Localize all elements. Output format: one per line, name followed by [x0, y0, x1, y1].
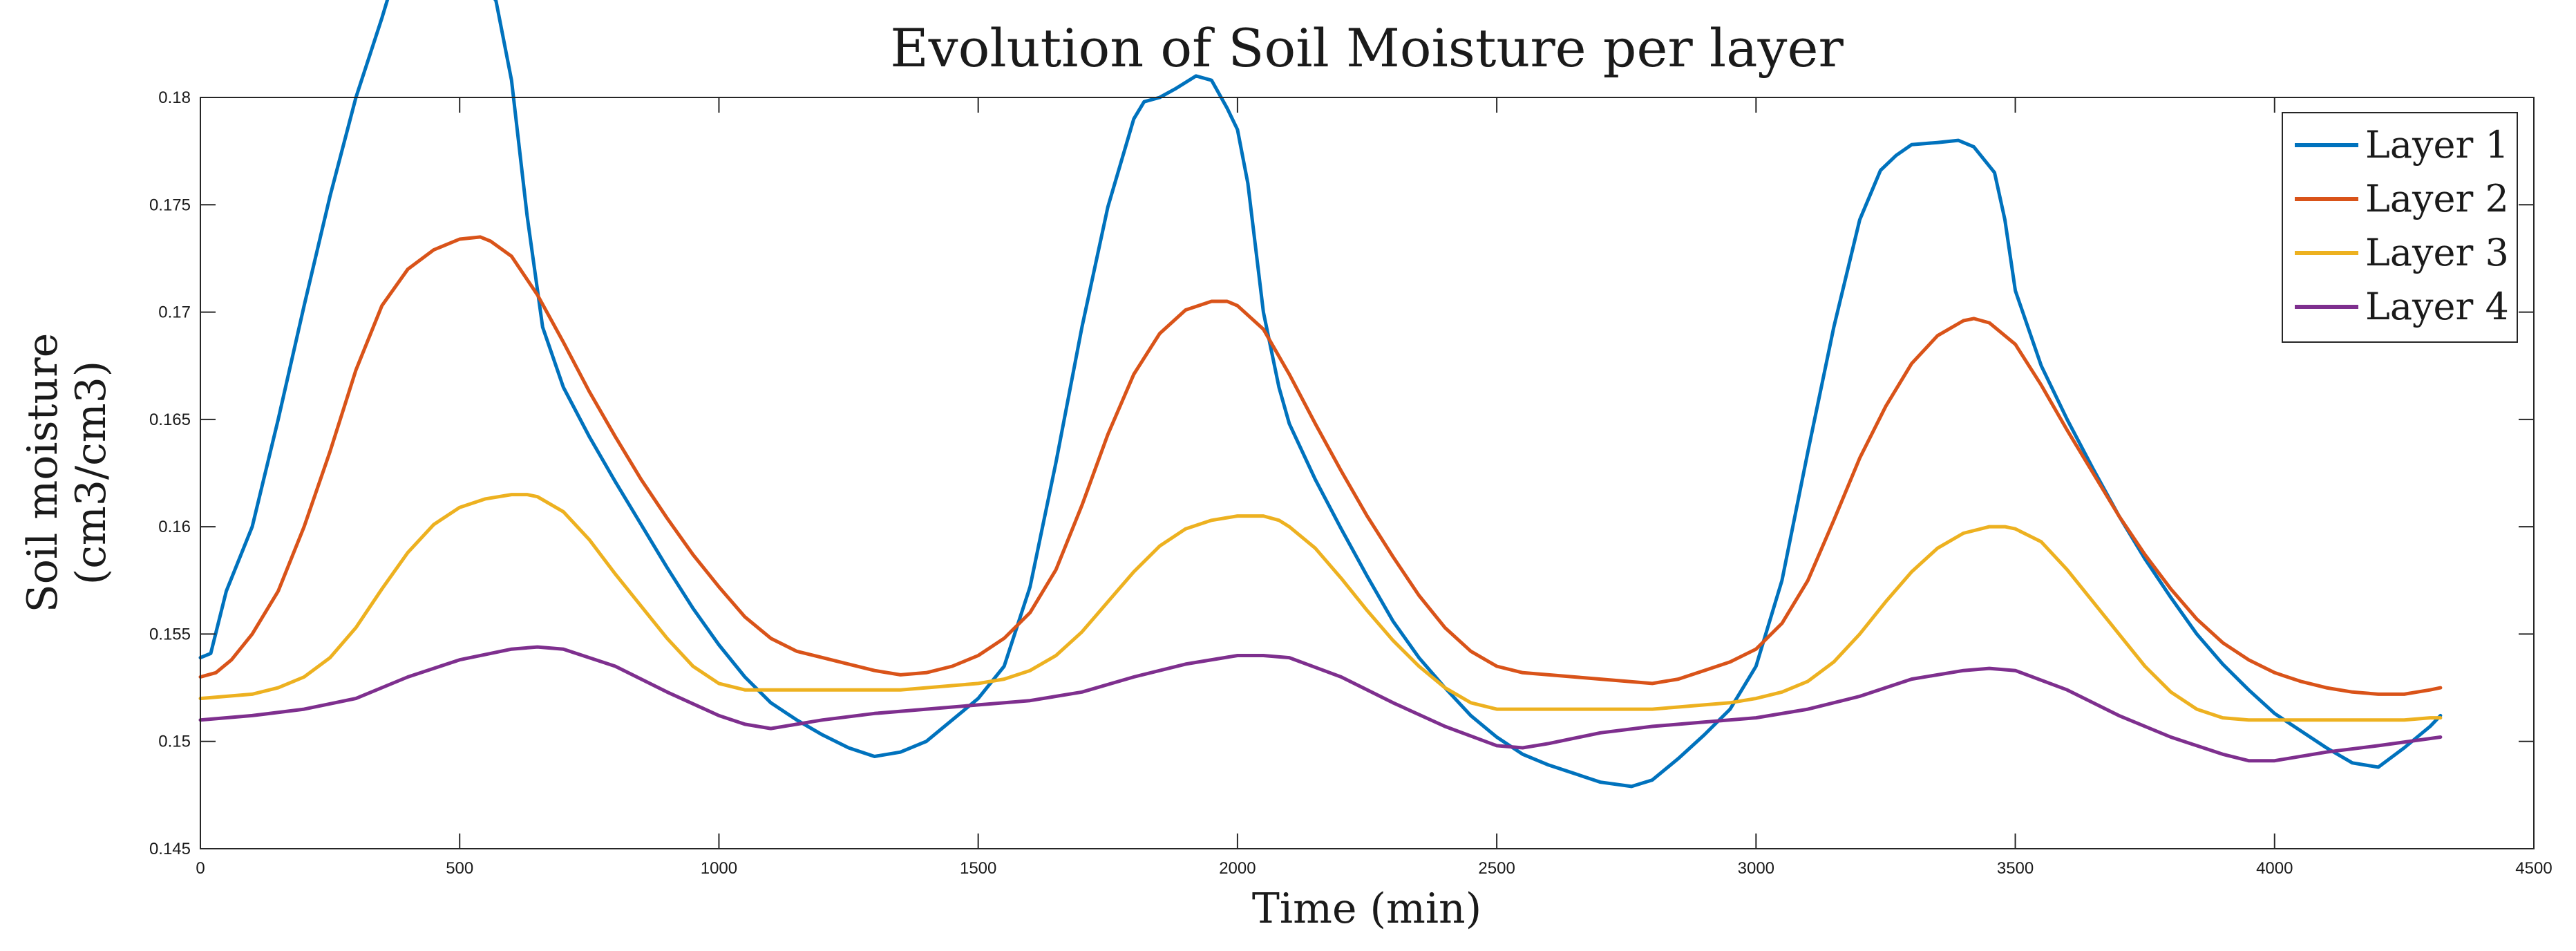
series-line-layer-3: [198, 493, 2443, 722]
plot-border: [200, 97, 2535, 849]
y-axis-label-line-1: Soil moisture: [19, 333, 67, 613]
plot-area: [200, 97, 2534, 849]
y-tick-label: 0.15: [158, 733, 191, 751]
x-tick-label: 500: [446, 859, 473, 878]
y-tick-label: 0.155: [149, 625, 191, 643]
x-tick-label: 3500: [1997, 859, 2034, 878]
legend: Layer 1 Layer 2 Layer 3 Layer 4: [2282, 112, 2518, 343]
legend-box: [2282, 112, 2518, 343]
y-tick-label: 0.17: [158, 303, 191, 322]
y-tick-label: 0.145: [149, 840, 191, 858]
y-tick-label: 0.16: [158, 518, 191, 536]
series-line-layer-1: [198, 0, 2443, 789]
axis-ticks: [200, 97, 2535, 849]
x-tick-label: 4000: [2256, 859, 2293, 878]
x-tick-label: 3000: [1738, 859, 1774, 878]
y-axis-label-line-2: (cm3/cm3): [67, 361, 115, 585]
x-tick-label: 4500: [2515, 859, 2552, 878]
series-line-layer-4: [198, 645, 2443, 763]
y-tick-label: 0.175: [149, 196, 191, 214]
y-tick-label: 0.165: [149, 411, 191, 429]
x-tick-label: 1000: [701, 859, 737, 878]
y-tick-labels: 0.145 0.15 0.155 0.16 0.165 0.17 0.175 0.18: [149, 88, 191, 858]
y-axis-label: Soil moisture (cm3/cm3): [19, 333, 115, 613]
x-tick-labels: 0 500 1000 1500 2000 2500 3000 3500 4000 4500: [196, 859, 2552, 878]
x-tick-label: 2500: [1478, 859, 1515, 878]
x-axis-label: Time (min): [1252, 885, 1481, 933]
x-tick-label: 0: [196, 859, 205, 878]
series-line-layer-2: [198, 235, 2443, 696]
series-lines: [198, 0, 2443, 789]
chart-title: Evolution of Soil Moisture per layer: [890, 17, 1844, 79]
x-tick-label: 1500: [960, 859, 996, 878]
legend-label-layer-3: Layer 3: [2365, 231, 2509, 274]
legend-label-layer-1: Layer 1: [2365, 123, 2509, 167]
x-tick-label: 2000: [1219, 859, 1256, 878]
legend-label-layer-2: Layer 2: [2365, 177, 2509, 220]
y-tick-label: 0.18: [158, 88, 191, 107]
legend-label-layer-4: Layer 4: [2365, 285, 2509, 328]
